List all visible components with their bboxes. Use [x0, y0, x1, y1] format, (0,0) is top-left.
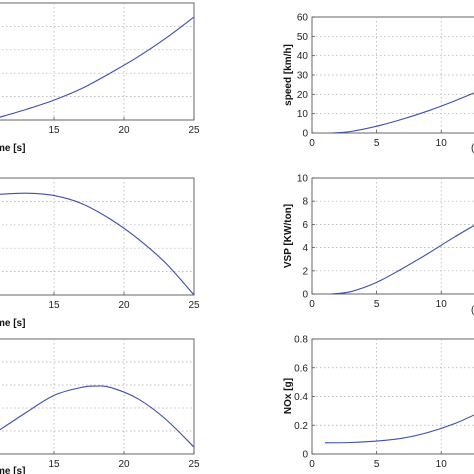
x-tick-label: 5 — [374, 299, 380, 310]
x-axis-label: me [s] — [0, 143, 25, 154]
x-axis-label: me [s] — [0, 318, 25, 329]
series-line-right-middle — [331, 224, 474, 295]
y-axis-label: speed [km/h] — [283, 44, 294, 106]
y-tick-label: 8 — [302, 197, 308, 208]
x-tick-label: 20 — [118, 300, 130, 311]
x-tick-label: 5 — [374, 138, 380, 149]
x-tick-label: 10 — [436, 299, 448, 310]
y-axis-label: NOx [g] — [283, 378, 294, 414]
y-tick-label: 0 — [302, 450, 308, 461]
x-tick-label: 0 — [309, 138, 315, 149]
x-tick-label: 25 — [188, 300, 200, 311]
y-axis-label: VSP [KW/ton] — [283, 204, 294, 268]
series-line-left-top — [0, 16, 195, 118]
y-tick-label: 0.8 — [294, 335, 308, 346]
x-tick-label: 25 — [188, 125, 200, 136]
y-tick-label: 40 — [297, 51, 309, 62]
y-tick-label: 4 — [302, 243, 308, 254]
y-tick-label: 0 — [302, 290, 308, 301]
series-line-right-bottom — [324, 414, 474, 444]
x-tick-label: 0 — [309, 299, 315, 310]
x-tick-label: 15 — [48, 459, 60, 470]
x-tick-label: 15 — [48, 125, 60, 136]
y-tick-label: 0.4 — [294, 392, 308, 403]
series-line-left-bottom — [0, 385, 195, 448]
y-tick-label: 50 — [297, 32, 309, 43]
y-tick-label: 6 — [302, 220, 308, 231]
x-tick-label: 15 — [48, 300, 60, 311]
plot-frame-left-bottom — [0, 338, 195, 455]
x-tick-label: 20 — [118, 459, 130, 470]
x-tick-label: 25 — [188, 459, 200, 470]
series-line-left-middle — [0, 192, 195, 296]
y-tick-label: 60 — [297, 13, 309, 24]
y-tick-label: 2 — [302, 266, 308, 277]
x-tick-label: 5 — [374, 459, 380, 470]
plot-frame-right-middle — [311, 177, 474, 295]
x-tick-label: 0 — [309, 459, 315, 470]
x-axis-label: me [s] — [0, 466, 25, 474]
y-tick-label: 30 — [297, 71, 309, 82]
y-tick-label: 20 — [297, 90, 309, 101]
plot-frame-left-middle — [0, 177, 195, 296]
x-tick-label: 10 — [436, 138, 448, 149]
plot-frame-left-top — [0, 2, 195, 121]
y-tick-label: 10 — [297, 174, 309, 185]
y-tick-label: 0 — [302, 129, 308, 140]
x-tick-label: 20 — [118, 125, 130, 136]
y-tick-label: 10 — [297, 109, 309, 120]
series-line-right-top — [331, 92, 474, 134]
x-tick-label-clipped: ( — [471, 305, 474, 316]
x-tick-label-clipped: ( — [471, 143, 474, 154]
x-tick-label: 10 — [436, 459, 448, 470]
y-tick-label: 0.6 — [294, 363, 308, 374]
y-tick-label: 0.2 — [294, 421, 308, 432]
